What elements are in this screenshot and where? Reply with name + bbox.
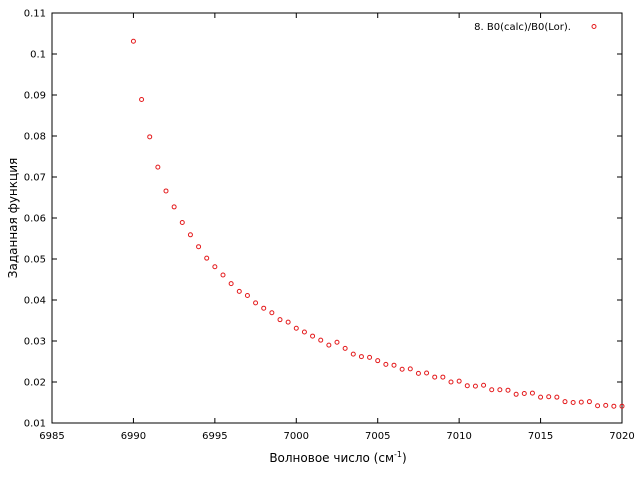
data-point — [171, 204, 177, 210]
data-point — [586, 399, 592, 405]
x-tick-label: 7020 — [609, 431, 634, 442]
x-axis-title: Волновое число (см-1) — [269, 450, 406, 465]
x-tick-label: 7010 — [446, 431, 471, 442]
x-tick-label: 7000 — [284, 431, 309, 442]
axis-tick-labels: 6985 6990 6995 7000 7005 7010 7015 7020 0.01 0.02… — [24, 9, 635, 443]
data-point — [578, 399, 584, 405]
data-point — [204, 255, 210, 261]
data-point — [228, 281, 234, 287]
y-tick-label: 0.06 — [24, 214, 46, 225]
data-point — [481, 382, 487, 388]
data-point — [562, 399, 568, 405]
y-tick-label: 0.02 — [24, 378, 46, 389]
y-tick-label: 0.09 — [24, 91, 46, 102]
data-point — [277, 317, 283, 323]
data-point — [375, 358, 381, 364]
plot-frame — [51, 12, 623, 424]
y-tick-label: 0.11 — [24, 9, 46, 20]
data-point — [472, 383, 478, 389]
data-point — [130, 38, 136, 44]
x-tick-label: 6990 — [121, 431, 146, 442]
data-point — [497, 387, 503, 393]
data-point — [212, 264, 218, 270]
y-tick-label: 0.04 — [24, 296, 46, 307]
data-point — [187, 232, 193, 238]
x-tick-label: 6995 — [202, 431, 227, 442]
y-tick-label: 0.1 — [30, 50, 46, 61]
data-point — [334, 339, 340, 345]
data-point — [301, 329, 307, 335]
x-tick-label: 7005 — [365, 431, 390, 442]
data-point — [196, 244, 202, 250]
axis-ticks — [51, 12, 623, 424]
data-point — [505, 387, 511, 393]
data-point — [350, 351, 356, 357]
x-tick-label: 6985 — [39, 431, 64, 442]
data-point — [155, 164, 161, 170]
data-point — [318, 337, 324, 343]
data-point — [293, 325, 299, 331]
y-tick-label: 0.03 — [24, 337, 46, 348]
data-point — [464, 383, 470, 389]
data-point — [440, 374, 446, 380]
data-point — [603, 402, 609, 408]
x-tick-label: 7015 — [528, 431, 553, 442]
data-point — [570, 400, 576, 405]
data-point — [163, 188, 169, 194]
data-point — [326, 342, 332, 348]
legend-marker — [591, 24, 597, 29]
data-point — [358, 354, 364, 360]
data-point — [432, 374, 438, 380]
data-point — [611, 403, 617, 409]
data-point — [147, 134, 153, 140]
y-tick-label: 0.08 — [24, 132, 46, 143]
x-axis-title-main: Волновое число (см — [269, 451, 394, 465]
y-tick-label: 0.05 — [24, 255, 46, 266]
legend: 8. B0(calc)/B0(Lor). — [474, 22, 597, 33]
data-point — [391, 362, 397, 368]
data-point — [407, 366, 413, 372]
data-point — [619, 403, 625, 409]
y-tick-label: 0.01 — [24, 419, 46, 430]
data-point — [554, 394, 560, 400]
data-point — [521, 390, 527, 396]
x-axis-title-superscript: -1 — [394, 450, 402, 459]
data-point — [139, 97, 145, 103]
data-point — [424, 370, 430, 376]
data-point — [244, 292, 250, 298]
data-point — [367, 354, 373, 360]
data-point — [179, 220, 185, 226]
y-tick-label: 0.07 — [24, 173, 46, 184]
data-point — [236, 288, 242, 294]
data-point — [489, 387, 495, 393]
data-point — [448, 379, 454, 385]
data-point — [595, 403, 601, 409]
legend-label: 8. B0(calc)/B0(Lor). — [474, 22, 571, 33]
data-point — [546, 394, 552, 400]
data-point — [383, 361, 389, 367]
data-point — [529, 390, 535, 396]
data-point — [269, 310, 275, 316]
data-point — [342, 345, 348, 351]
data-point — [285, 319, 291, 325]
data-point — [310, 333, 316, 339]
data-point — [399, 366, 405, 372]
data-point — [513, 391, 519, 397]
y-axis-title: Заданная функция — [6, 158, 20, 278]
data-point — [538, 394, 544, 400]
data-point — [456, 378, 462, 384]
data-point — [415, 370, 421, 376]
data-point — [220, 272, 226, 278]
x-axis-title-tail: ) — [402, 451, 407, 465]
data-points — [130, 38, 625, 409]
data-point — [253, 300, 259, 306]
data-point — [261, 305, 267, 311]
